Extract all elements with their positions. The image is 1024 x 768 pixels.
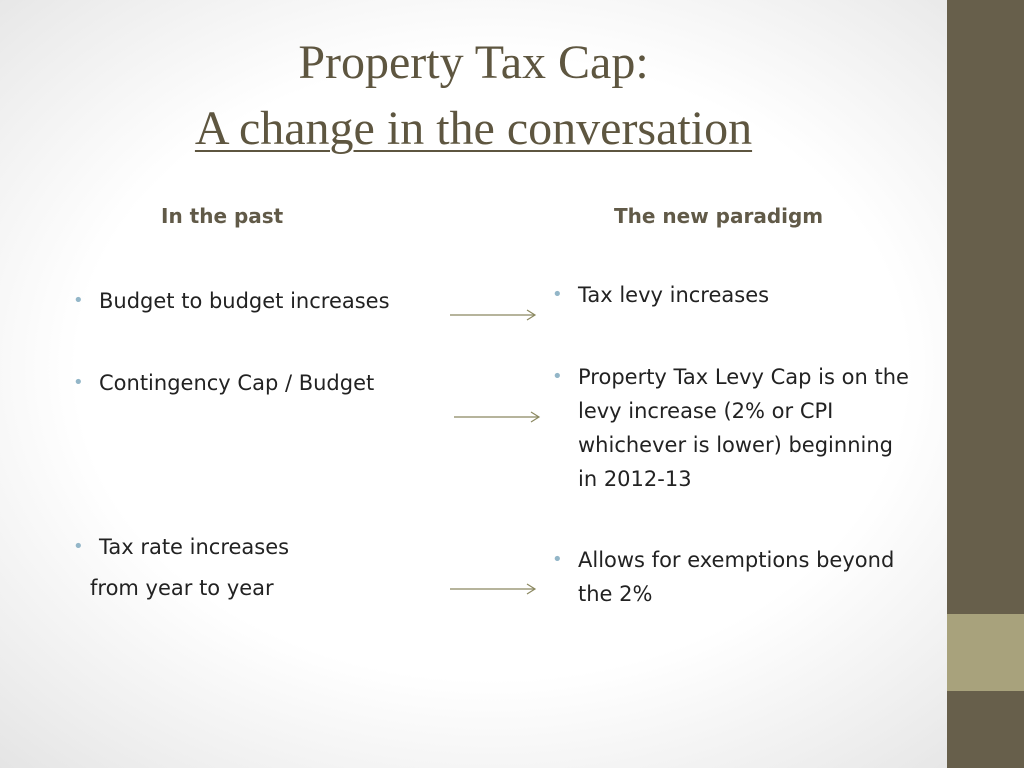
right-bullet-1: • Tax levy increases <box>552 278 770 312</box>
right-column-heading: The new paradigm <box>614 204 824 228</box>
right-bullet-3-line-1: Allows for exemptions beyond <box>578 548 895 572</box>
right-bullet-1-text: Tax levy increases <box>578 283 770 307</box>
right-bullet-2-line-2: levy increase (2% or CPI <box>578 399 834 423</box>
left-bullet-3: • Tax rate increases <box>73 530 290 564</box>
arrow-right-icon <box>454 411 541 423</box>
title-line-2: A change in the conversation <box>194 102 753 155</box>
right-bullet-2-line-1: Property Tax Levy Cap is on the <box>578 365 909 389</box>
left-bullet-1: • Budget to budget increases <box>73 284 390 318</box>
right-bullet-2-line-4: in 2012-13 <box>578 467 692 491</box>
right-bullet-3-line-2: the 2% <box>578 582 653 606</box>
bullet-dot: • <box>552 366 563 387</box>
slide-title: Property Tax Cap: A change in the conver… <box>0 30 947 162</box>
right-bullet-3: • Allows for exemptions beyond the 2% <box>552 543 895 611</box>
title-line-1: Property Tax Cap: <box>298 36 649 89</box>
decorative-side-accent <box>947 614 1024 691</box>
left-bullet-3-continuation: from year to year <box>90 576 274 600</box>
left-bullet-3-text: Tax rate increases <box>99 535 290 559</box>
arrow-right-icon <box>450 309 537 321</box>
left-bullet-2-text: Contingency Cap / Budget <box>99 371 375 395</box>
left-bullet-1-text: Budget to budget increases <box>99 289 390 313</box>
bullet-dot: • <box>73 372 84 393</box>
right-bullet-2: • Property Tax Levy Cap is on the levy i… <box>552 360 909 496</box>
right-bullet-2-line-3: whichever is lower) beginning <box>578 433 893 457</box>
left-bullet-2: • Contingency Cap / Budget <box>73 366 375 400</box>
bullet-dot: • <box>552 549 563 570</box>
bullet-dot: • <box>73 536 84 557</box>
bullet-dot: • <box>552 284 563 305</box>
left-column-heading: In the past <box>161 204 284 228</box>
arrow-right-icon <box>450 583 537 595</box>
bullet-dot: • <box>73 290 84 311</box>
